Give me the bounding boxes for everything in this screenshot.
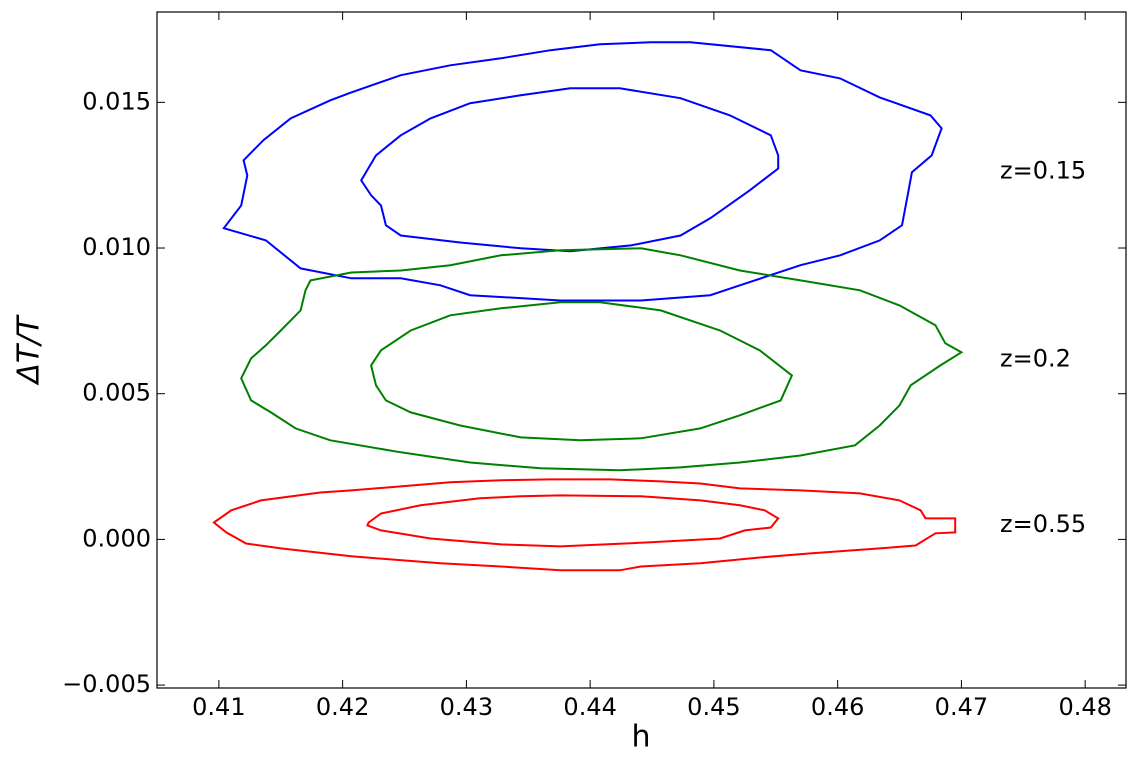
x-tick-label: 0.44 (563, 693, 616, 721)
x-tick-label: 0.42 (316, 693, 369, 721)
contour-label: z=0.15 (1000, 156, 1086, 184)
contour-label: z=0.55 (1000, 510, 1086, 538)
y-tick-label: 0.000 (82, 524, 151, 552)
x-axis-label: h (631, 720, 650, 755)
contour-line (370, 301, 794, 442)
contour-line (222, 41, 943, 302)
contour-line (360, 87, 780, 253)
contour-line (366, 494, 780, 548)
x-tick-label: 0.45 (687, 693, 740, 721)
x-tick-label: 0.48 (1058, 693, 1111, 721)
contour-line (212, 478, 957, 572)
x-tick-label: 0.46 (811, 693, 864, 721)
x-tick-label: 0.43 (440, 693, 493, 721)
plot-frame (156, 11, 1127, 689)
y-tick-label: 0.010 (82, 233, 151, 261)
x-tick-label: 0.47 (935, 693, 988, 721)
y-axis-label: ΔT/T (12, 314, 47, 386)
x-tick-label: 0.41 (192, 693, 245, 721)
y-tick-label: 0.005 (82, 379, 151, 407)
contour-label: z=0.2 (1000, 344, 1071, 372)
y-tick-label: 0.015 (82, 87, 151, 115)
y-tick-label: −0.005 (62, 670, 151, 698)
contour-line (240, 247, 964, 472)
